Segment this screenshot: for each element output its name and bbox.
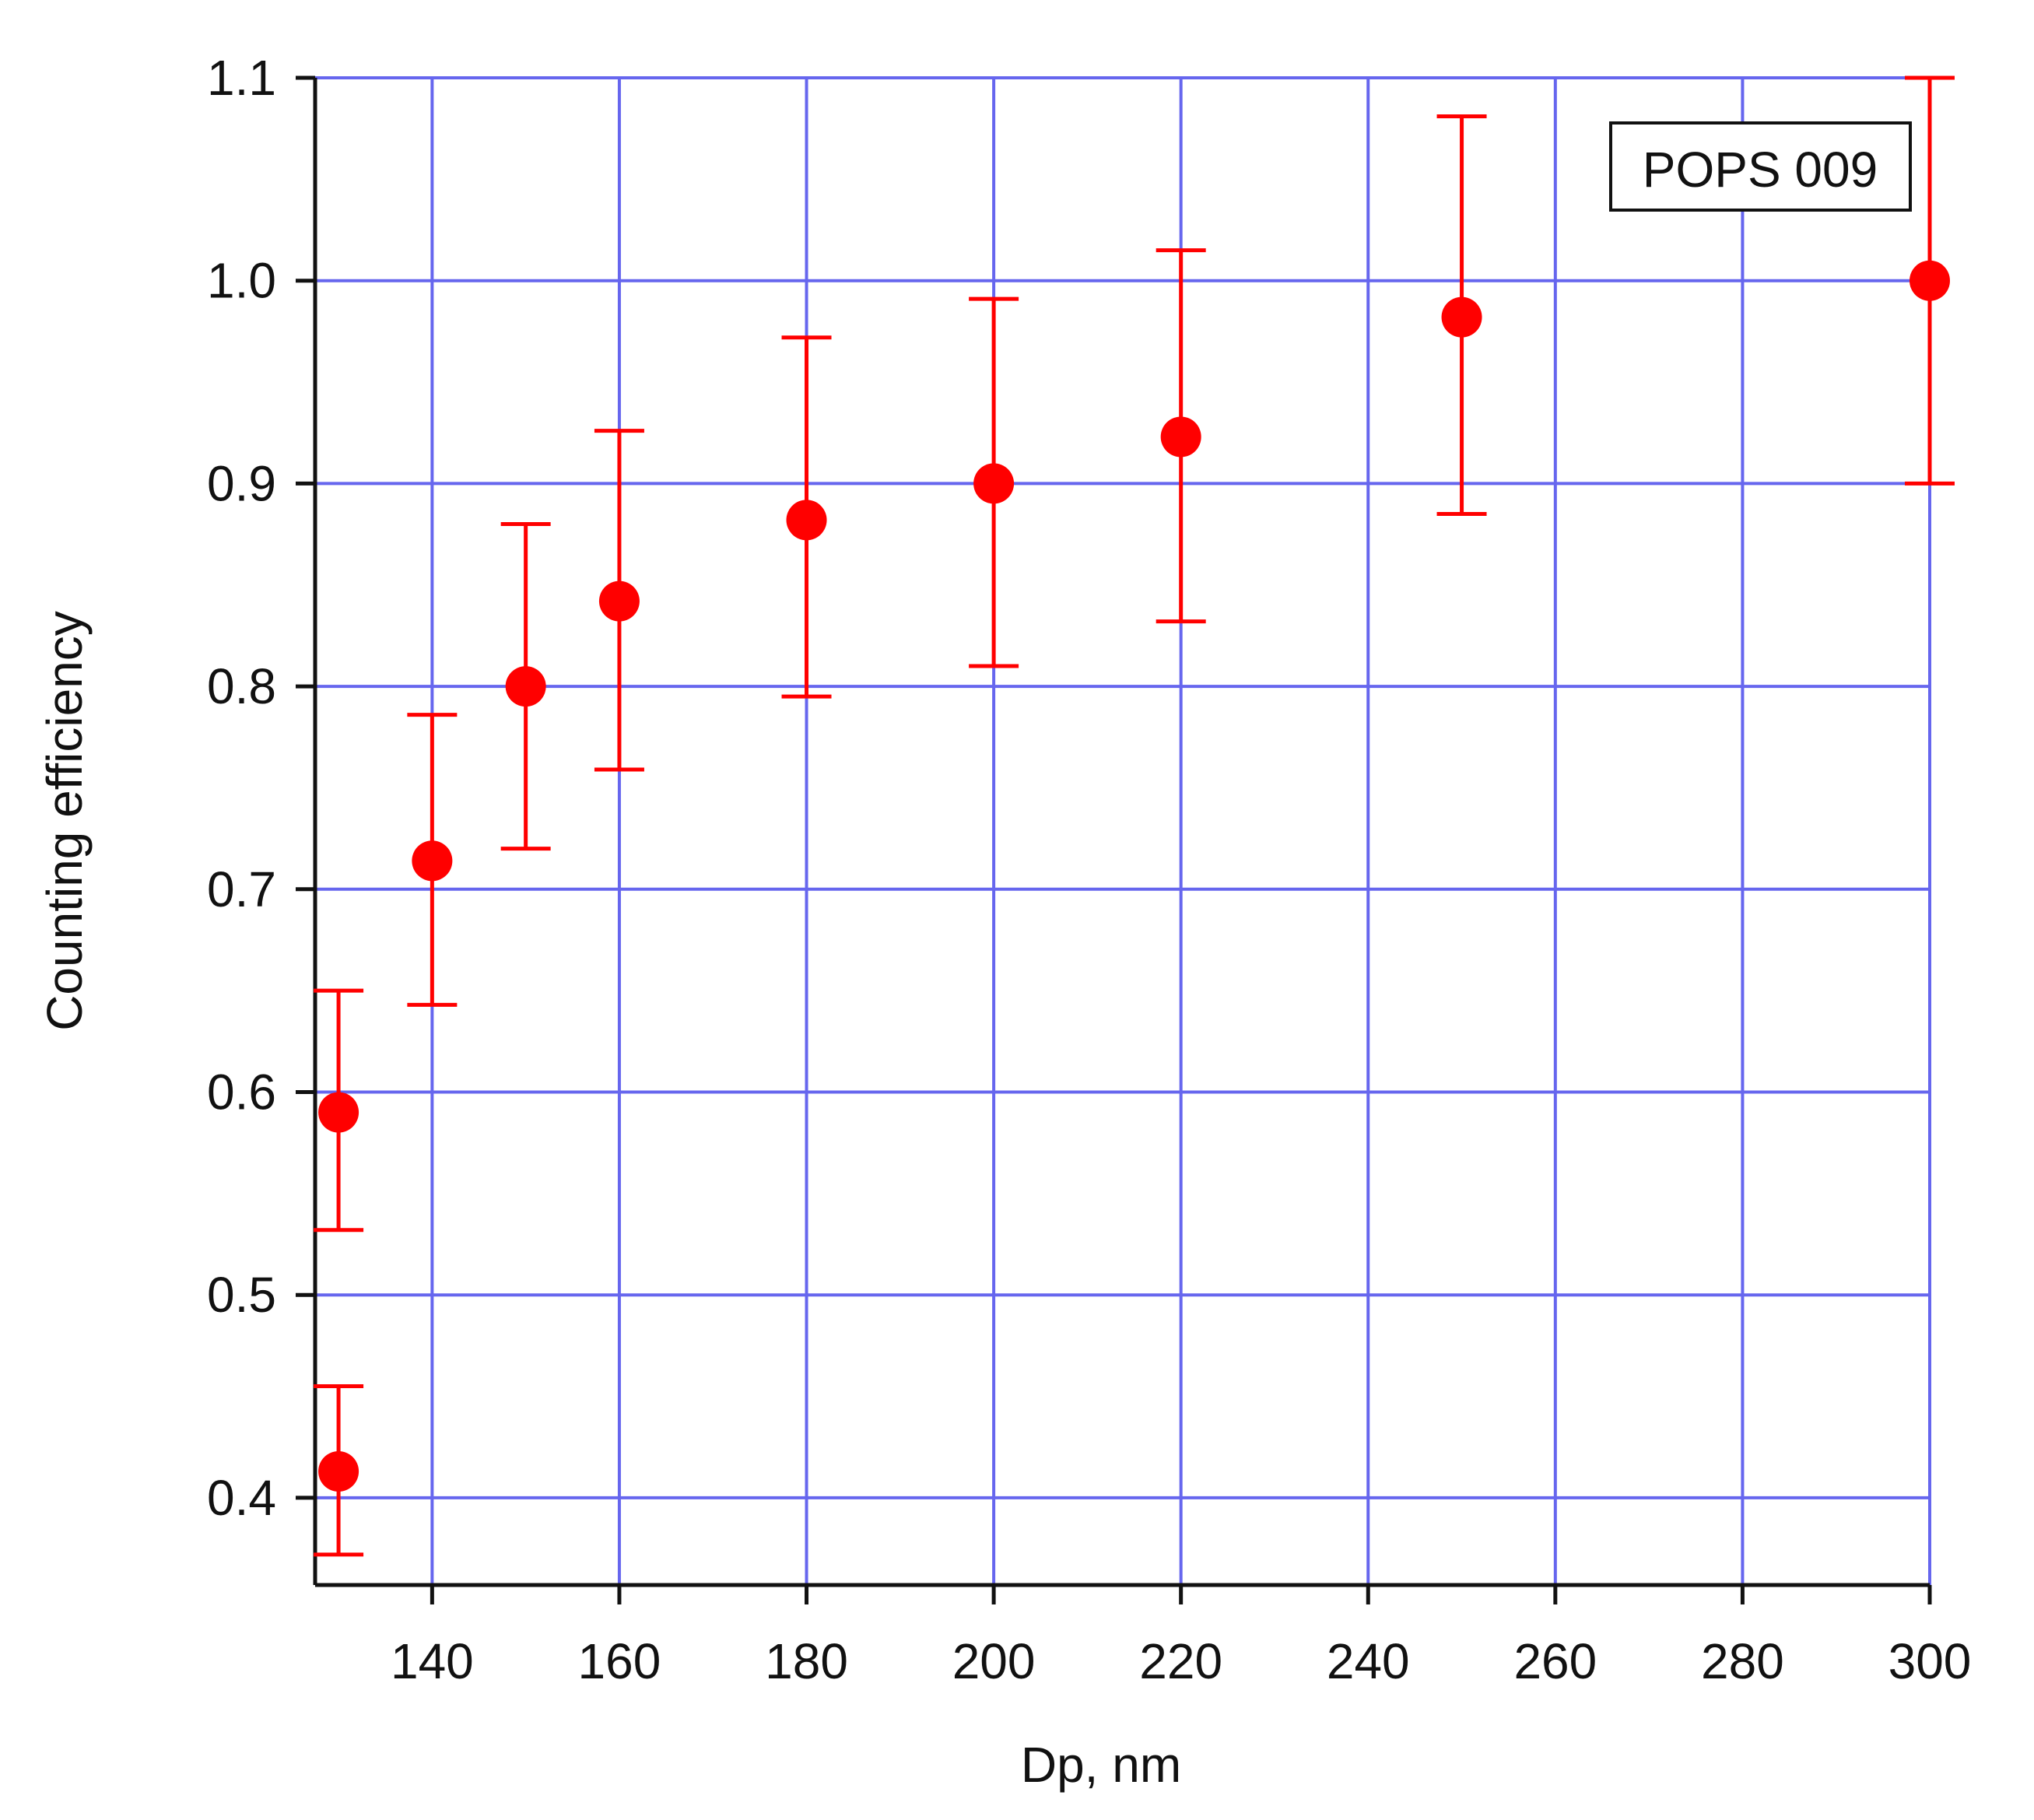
- y-tick-label: 0.8: [207, 658, 276, 714]
- data-point: [598, 580, 640, 622]
- data-point: [412, 840, 453, 882]
- y-tick-label: 0.4: [207, 1470, 276, 1526]
- x-tick-label: 180: [765, 1633, 848, 1689]
- data-point: [786, 500, 827, 541]
- grid: [315, 76, 1931, 1585]
- data-point: [1910, 260, 1950, 301]
- data-point: [1441, 296, 1482, 338]
- x-tick-label: 200: [952, 1633, 1036, 1689]
- y-tick-label: 0.7: [207, 861, 276, 917]
- y-tick-label: 1.1: [207, 50, 276, 106]
- x-axis-title: Dp, nm: [1021, 1737, 1181, 1793]
- x-tick-label: 280: [1701, 1633, 1784, 1689]
- data-point: [318, 1451, 359, 1492]
- y-axis-title: Counting efficiency: [37, 611, 93, 1031]
- x-tick-label: 240: [1327, 1633, 1410, 1689]
- tick-labels: 140 160 180 200 220 240 260 280 300 0.4 0.5 0.6 0.7 0…: [207, 50, 1971, 1689]
- legend-label: POPS 009: [1643, 142, 1878, 198]
- x-tick-label: 260: [1513, 1633, 1597, 1689]
- data-points: [318, 260, 1950, 1492]
- data-point: [973, 463, 1015, 504]
- data-point: [505, 666, 546, 707]
- data-point: [1160, 416, 1201, 458]
- axes: [296, 75, 1932, 1604]
- x-tick-label: 160: [578, 1633, 661, 1689]
- y-tick-label: 0.9: [207, 455, 276, 511]
- y-tick-label: 1.0: [207, 253, 276, 309]
- y-tick-label: 0.6: [207, 1064, 276, 1120]
- x-tick-label: 220: [1139, 1633, 1222, 1689]
- y-tick-label: 0.5: [207, 1267, 276, 1323]
- x-tick-label: 300: [1888, 1633, 1972, 1689]
- legend: POPS 009: [1609, 121, 1912, 212]
- error-bars: [314, 75, 1955, 1557]
- x-tick-label: 140: [391, 1633, 474, 1689]
- data-point: [318, 1092, 359, 1133]
- legend-box: [1609, 121, 1912, 212]
